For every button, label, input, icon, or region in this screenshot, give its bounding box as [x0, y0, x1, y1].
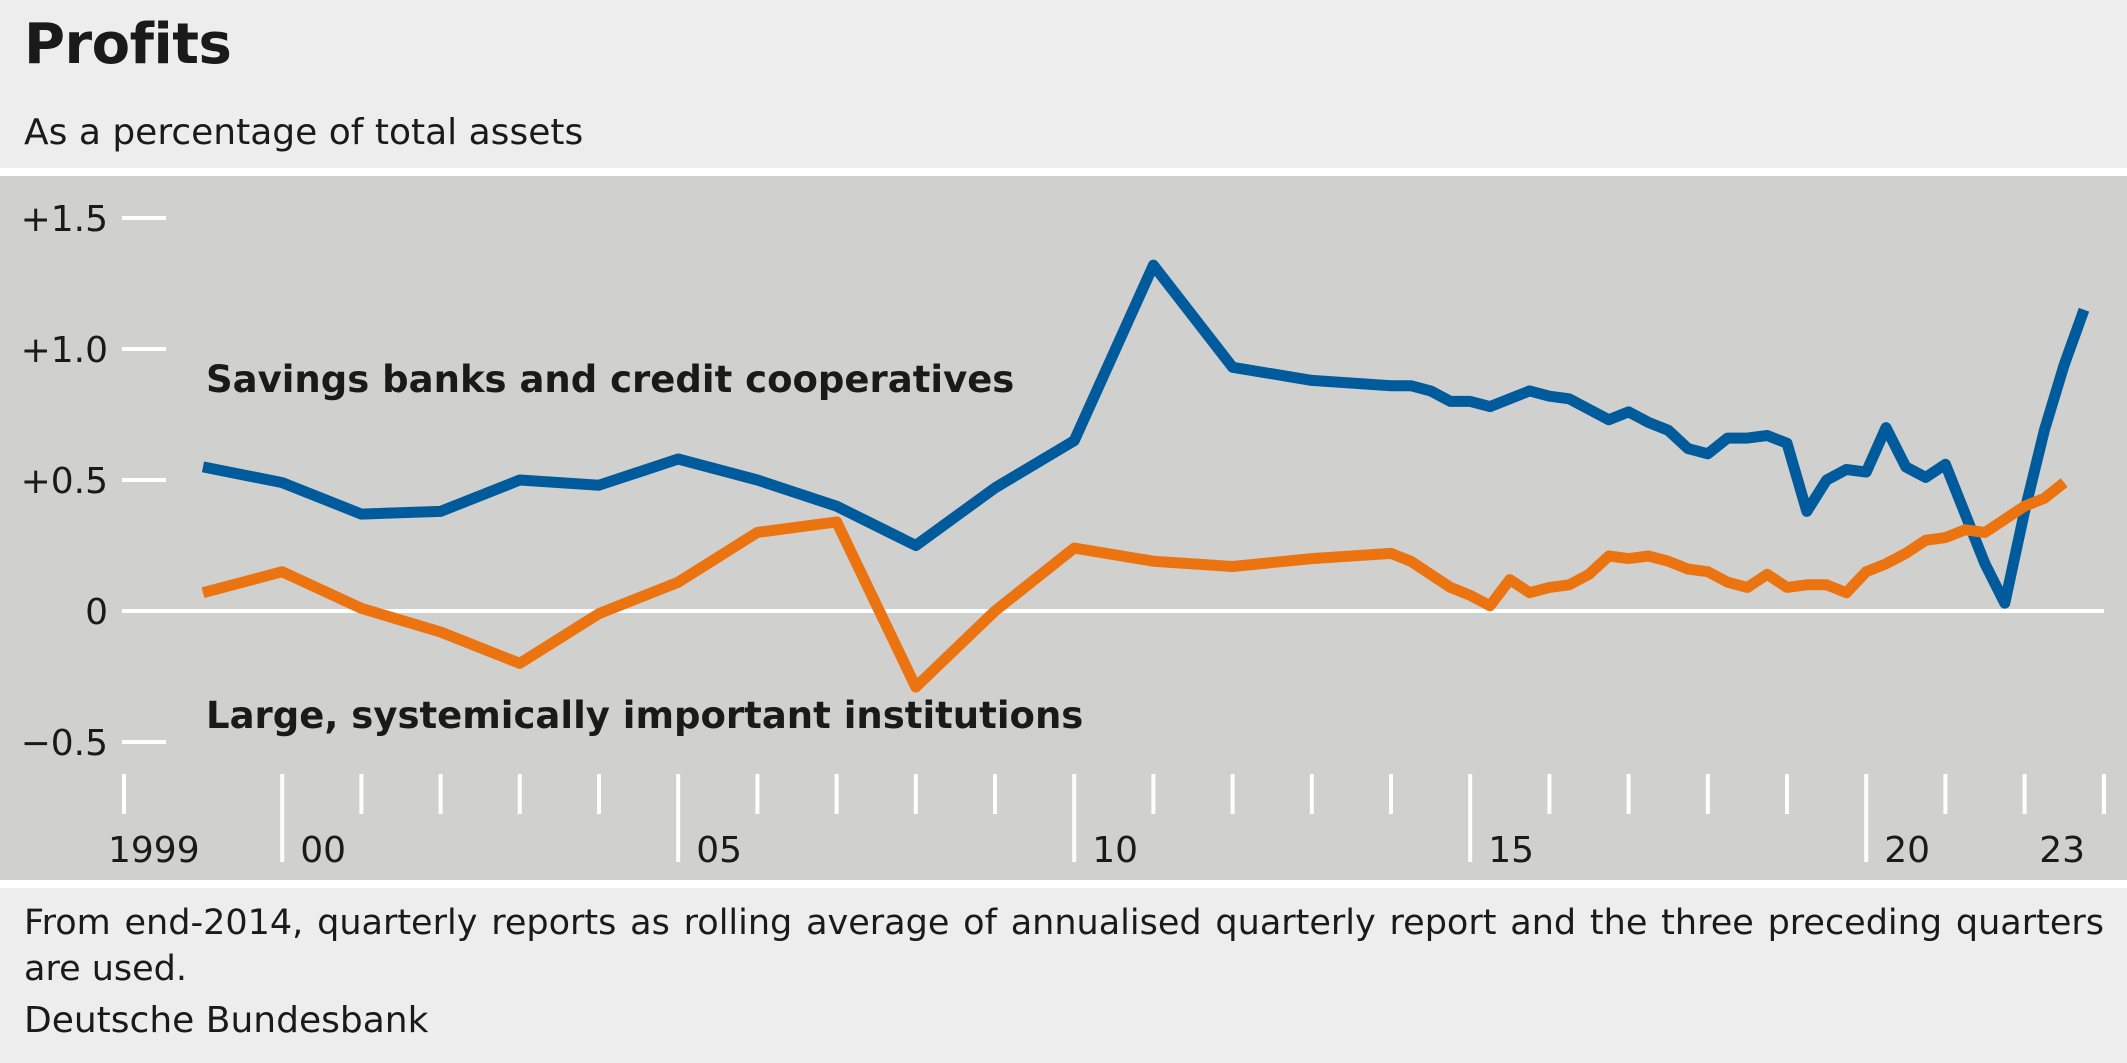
x-tick-label: 23 [2039, 830, 2085, 871]
y-tick-label: 0 [85, 592, 108, 633]
series-line-savings-banks [201, 259, 2090, 609]
x-tick-label: 15 [1488, 830, 1534, 871]
chart-subtitle: As a percentage of total assets [24, 112, 584, 153]
x-axis: 1999 00 05 10 15 20 23 [108, 774, 2106, 871]
plot-area [0, 176, 2127, 880]
x-tick-label: 20 [1884, 830, 1930, 871]
y-tick-label: +1.0 [21, 330, 108, 371]
x-tick-label: 00 [300, 830, 346, 871]
top-divider [0, 168, 2127, 176]
series-group [201, 259, 2090, 693]
series-line-large-institutions [201, 478, 2068, 693]
x-tick-label: 10 [1092, 830, 1138, 871]
x-tick-label: 05 [696, 830, 742, 871]
series-label-savings-banks: Savings banks and credit cooperatives [206, 358, 1014, 401]
chart-title: Profits [24, 12, 232, 77]
footnote: From end-2014, quarterly reports as roll… [24, 903, 2104, 989]
y-tick-label: +1.5 [21, 199, 108, 240]
y-tick-label: −0.5 [21, 723, 108, 764]
y-tick-label: +0.5 [21, 461, 108, 502]
bottom-divider [0, 880, 2127, 888]
series-label-large-institutions: Large, systemically important institutio… [206, 694, 1083, 737]
y-axis: +1.5 +1.0 +0.5 0 −0.5 [21, 199, 2104, 764]
x-tick-label: 1999 [108, 830, 200, 871]
source-note: Deutsche Bundesbank [24, 1000, 429, 1041]
